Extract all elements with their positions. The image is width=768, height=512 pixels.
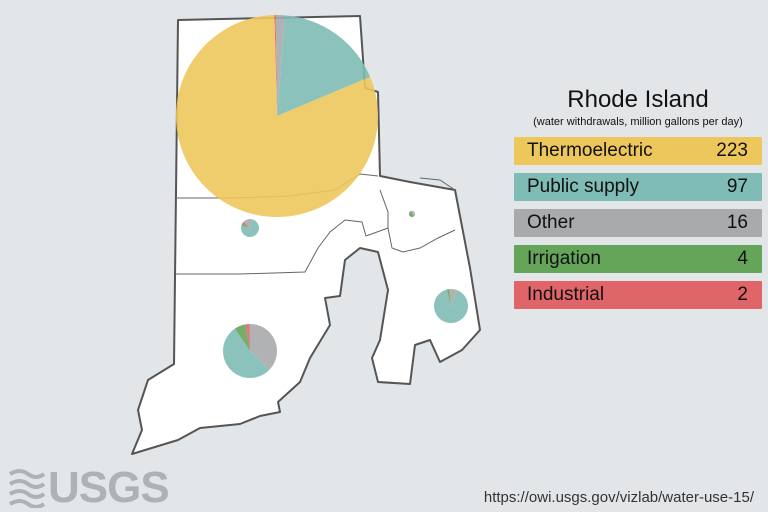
pie-slice-irrigation[interactable] xyxy=(446,289,451,306)
pie-slice-public-supply[interactable] xyxy=(433,289,468,324)
pie-providence[interactable] xyxy=(176,15,378,217)
pie-bristol[interactable] xyxy=(409,211,415,217)
legend-panel: Rhode Island (water withdrawals, million… xyxy=(514,86,762,317)
category-label: Other xyxy=(527,212,575,233)
county-pies xyxy=(176,15,468,379)
pie-slice-irrigation[interactable] xyxy=(234,324,250,351)
usgs-wave-icon xyxy=(8,469,46,508)
category-label: Irrigation xyxy=(527,248,601,269)
units-subtitle: (water withdrawals, million gallons per … xyxy=(533,116,743,128)
pie-slice-other[interactable] xyxy=(243,219,254,228)
category-public-supply[interactable]: Public supply 97 xyxy=(514,173,762,201)
pie-slice-public-supply[interactable] xyxy=(222,328,270,379)
pie-slice-industrial[interactable] xyxy=(245,324,250,351)
usgs-logo-text: USGS xyxy=(48,463,170,512)
pie-kent[interactable] xyxy=(241,219,259,237)
category-list: Thermoelectric 223 Public supply 97 Othe… xyxy=(514,137,762,309)
category-value: 4 xyxy=(737,248,748,269)
category-label: Industrial xyxy=(527,284,605,305)
category-other[interactable]: Other 16 xyxy=(514,209,762,237)
category-thermoelectric[interactable]: Thermoelectric 223 xyxy=(514,137,762,165)
pie-slice-irrigation[interactable] xyxy=(241,223,250,229)
pie-slice-other[interactable] xyxy=(412,211,415,216)
category-industrial[interactable]: Industrial 2 xyxy=(514,281,762,309)
category-value: 97 xyxy=(726,176,748,197)
pie-slice-industrial[interactable] xyxy=(274,15,277,117)
pie-slice-other[interactable] xyxy=(249,324,277,370)
pie-slice-other[interactable] xyxy=(449,289,458,306)
category-label: Public supply xyxy=(527,176,639,197)
pie-newport[interactable] xyxy=(433,289,468,324)
pie-slice-thermoelectric[interactable] xyxy=(176,15,378,217)
pie-washington[interactable] xyxy=(222,324,277,379)
pie-slice-industrial[interactable] xyxy=(242,221,250,228)
pie-slice-other[interactable] xyxy=(275,15,285,116)
pie-slice-public-supply[interactable] xyxy=(277,15,371,117)
usgs-logo[interactable]: USGS xyxy=(8,463,170,512)
source-url[interactable]: https://owi.usgs.gov/vizlab/water-use-15… xyxy=(483,489,754,506)
pie-slice-irrigation[interactable] xyxy=(409,211,415,217)
category-value: 16 xyxy=(726,212,748,233)
category-value: 223 xyxy=(716,140,748,161)
category-value: 2 xyxy=(737,284,748,305)
category-label: Thermoelectric xyxy=(527,140,653,161)
category-irrigation[interactable]: Irrigation 4 xyxy=(514,245,762,273)
pie-slice-public-supply[interactable] xyxy=(241,219,259,237)
state-title: Rhode Island xyxy=(567,86,709,113)
